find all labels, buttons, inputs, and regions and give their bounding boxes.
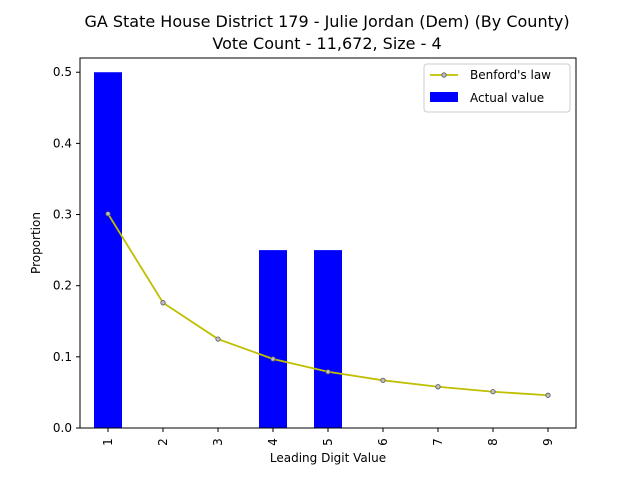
chart-title: GA State House District 179 - Julie Jord… bbox=[84, 12, 569, 31]
x-tick-label: 9 bbox=[541, 438, 555, 446]
y-axis: 0.0 0.1 0.2 0.3 0.4 0.5 bbox=[53, 65, 80, 435]
x-axis-label: Leading Digit Value bbox=[270, 451, 386, 465]
bar-group bbox=[94, 72, 342, 428]
x-tick-label: 5 bbox=[321, 438, 335, 446]
legend-actual-swatch bbox=[430, 92, 458, 102]
benford-point-1 bbox=[105, 211, 111, 217]
x-tick-label: 8 bbox=[486, 438, 500, 446]
y-axis-label: Proportion bbox=[29, 212, 43, 274]
benford-point-8 bbox=[490, 389, 496, 395]
chart-subtitle: Vote Count - 11,672, Size - 4 bbox=[212, 34, 441, 53]
legend: Benford's law Actual value bbox=[423, 63, 571, 113]
legend-box bbox=[423, 63, 571, 113]
benford-point-3 bbox=[215, 336, 221, 342]
benford-point-9 bbox=[545, 392, 551, 398]
legend-actual-label: Actual value bbox=[470, 91, 544, 105]
benford-point-2 bbox=[160, 300, 166, 306]
y-tick-label: 0.3 bbox=[53, 208, 72, 222]
benford-line-group bbox=[105, 211, 551, 398]
bar-digit-5 bbox=[314, 250, 342, 428]
benford-point-6 bbox=[380, 377, 386, 383]
y-tick-label: 0.0 bbox=[53, 421, 72, 435]
x-tick-label: 7 bbox=[431, 438, 445, 446]
x-tick-label: 1 bbox=[101, 438, 115, 446]
bar-digit-4 bbox=[259, 250, 287, 428]
x-tick-label: 6 bbox=[376, 438, 390, 446]
benford-point-5 bbox=[325, 369, 331, 375]
y-tick-label: 0.4 bbox=[53, 136, 72, 150]
x-tick-label: 3 bbox=[211, 438, 225, 446]
y-tick-label: 0.1 bbox=[53, 350, 72, 364]
y-tick-label: 0.5 bbox=[53, 65, 72, 79]
legend-benford-label: Benford's law bbox=[470, 68, 551, 82]
bar-digit-1 bbox=[94, 72, 122, 428]
legend-benford-marker bbox=[441, 72, 447, 78]
y-tick-label: 0.2 bbox=[53, 279, 72, 293]
x-tick-label: 4 bbox=[266, 438, 280, 446]
benford-point-7 bbox=[435, 384, 441, 390]
benford-point-4 bbox=[270, 356, 276, 362]
x-axis: 1 2 3 4 5 6 7 8 9 bbox=[101, 428, 555, 446]
x-tick-label: 2 bbox=[156, 438, 170, 446]
